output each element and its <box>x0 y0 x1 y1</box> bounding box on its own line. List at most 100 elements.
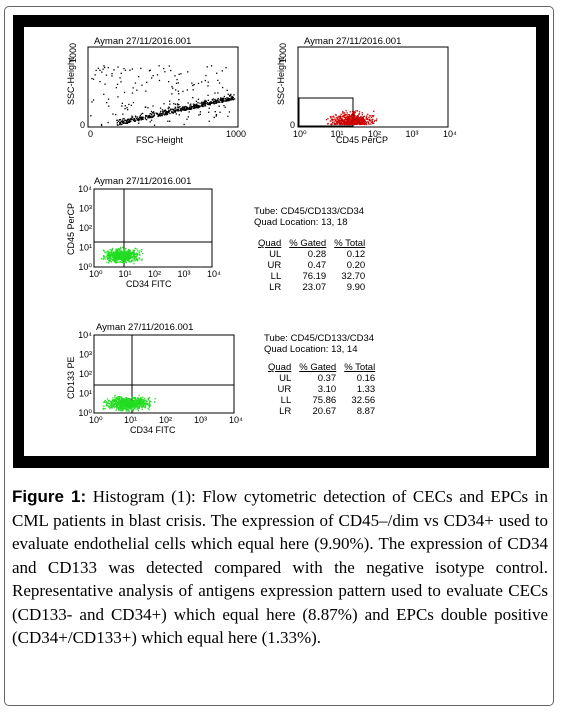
figure-inner: Ayman 27/11/2016.001 1000 SSC-Height 0 0… <box>24 27 536 456</box>
quadrant-table: Quad % Gated % Total UL 0.37 0.16 UR 3.10 1.… <box>264 362 379 417</box>
table-row: UR 0.47 0.20 <box>254 260 369 271</box>
y-tick: 10⁴ <box>78 330 92 340</box>
gated-cell: 0.47 <box>307 260 327 271</box>
quad-location: Quad Location: 13, 14 <box>264 344 358 355</box>
total-cell: 0.12 <box>346 249 366 260</box>
quadrant-stats: Tube: CD45/CD133/CD34 Quad Location: 13,… <box>254 206 369 293</box>
quad-cell: UL <box>279 373 292 384</box>
col-header: % Gated <box>299 362 337 373</box>
total-cell: 9.90 <box>346 282 366 293</box>
total-cell: 32.56 <box>351 395 376 406</box>
x-tick: 10¹ <box>119 269 132 279</box>
tube-label: Tube: CD45/CD133/CD34 <box>254 206 365 217</box>
quad-location: Quad Location: 13, 18 <box>254 217 348 228</box>
y-tick: 10¹ <box>79 243 92 253</box>
x-tick: 10⁴ <box>207 269 221 279</box>
y-axis-label: SSC-Height <box>66 57 76 105</box>
quad-cell: LR <box>269 282 282 293</box>
col-header: % Total <box>344 362 376 373</box>
col-header: Quad <box>268 362 292 373</box>
y-tick: 10¹ <box>79 389 92 399</box>
caption-label: Figure 1: <box>12 487 87 506</box>
table-row: LL 76.19 32.70 <box>254 271 369 282</box>
scatter-plot-cd45-ssc: Ayman 27/11/2016.001 1000 SSC-Height 0 1… <box>276 36 457 145</box>
quad-cell: LL <box>280 395 292 406</box>
x-tick: 10¹ <box>124 415 137 425</box>
x-tick: 10³ <box>194 415 207 425</box>
plot-header: Ayman 27/11/2016.001 <box>94 36 191 47</box>
x-axis-label: CD45 PerCP <box>336 135 388 145</box>
x-tick: 10³ <box>406 129 419 139</box>
y-tick: 10² <box>79 223 92 233</box>
x-tick: 10⁴ <box>443 129 457 139</box>
gated-cell: 75.86 <box>312 395 337 406</box>
total-cell: 0.16 <box>356 373 376 384</box>
x-tick: 10³ <box>178 269 191 279</box>
col-header: % Total <box>334 238 366 249</box>
tube-label: Tube: CD45/CD133/CD34 <box>264 333 375 344</box>
table-row: LR 23.07 9.90 <box>254 282 369 293</box>
y-tick: 0 <box>80 120 85 130</box>
y-tick-top: 1000 <box>68 43 78 63</box>
plot-header: Ayman 27/11/2016.001 <box>304 36 401 47</box>
scatter-points <box>90 65 236 127</box>
x-tick: 10⁰ <box>293 129 307 139</box>
table-row: UR 3.10 1.33 <box>264 384 379 395</box>
scatter-plot-fsc-ssc: Ayman 27/11/2016.001 1000 SSC-Height 0 0… <box>66 36 246 145</box>
quadrant-table: Quad % Gated % Total UL 0.28 0.12 UR 0.47 0.… <box>254 238 369 293</box>
gated-cell: 0.37 <box>317 373 337 384</box>
gated-cell: 76.19 <box>302 271 327 282</box>
x-tick: 0 <box>88 129 93 139</box>
scatter-plot-cd34-cd133: Ayman 27/11/2016.001 CD133 PE 10⁰ 10¹ 10² 1… <box>66 322 243 435</box>
y-axis-label: CD45 PerCP <box>66 203 76 255</box>
y-tick: 10² <box>79 369 92 379</box>
quad-cell: UR <box>277 384 292 395</box>
quad-cell: UR <box>267 260 282 271</box>
table-row: UL 0.28 0.12 <box>254 249 369 260</box>
scatter-points <box>325 110 378 126</box>
table-row: UL 0.37 0.16 <box>264 373 379 384</box>
y-tick: 10⁰ <box>78 408 92 418</box>
x-axis-label: CD34 FITC <box>126 279 172 289</box>
gated-cell: 23.07 <box>302 282 327 293</box>
x-tick: 10⁰ <box>89 269 103 279</box>
table-row: LR 20.67 8.87 <box>264 406 379 417</box>
quadrant-stats: Tube: CD45/CD133/CD34 Quad Location: 13,… <box>264 333 379 417</box>
x-tick: 10² <box>148 269 161 279</box>
caption-text: Histogram (1): Flow cytometric detection… <box>12 487 548 647</box>
x-tick: 10¹ <box>331 129 344 139</box>
y-tick: 10⁰ <box>78 262 92 272</box>
y-tick-top: 1000 <box>278 43 288 63</box>
y-axis-label: CD133 PE <box>66 356 76 399</box>
figure-caption: Figure 1: Histogram (1): Flow cytometric… <box>12 485 548 650</box>
x-tick: 10² <box>159 415 172 425</box>
y-tick: 10³ <box>79 204 92 214</box>
scatter-points <box>102 394 156 412</box>
y-tick: 10³ <box>79 350 92 360</box>
x-tick: 10² <box>368 129 381 139</box>
y-tick: 10⁴ <box>78 184 92 194</box>
x-tick: 10⁴ <box>229 415 243 425</box>
x-tick: 10⁰ <box>89 415 103 425</box>
scatter-plot-cd34-cd45: Ayman 27/11/2016.001 CD45 PerCP 10⁰ 10¹ 10… <box>66 176 221 289</box>
quad-cell: UL <box>269 249 282 260</box>
quad-cell: LR <box>279 406 292 417</box>
quad-cell: LL <box>270 271 282 282</box>
col-header: Quad <box>258 238 282 249</box>
x-axis-label: CD34 FITC <box>130 425 176 435</box>
total-cell: 32.70 <box>341 271 366 282</box>
plot-header: Ayman 27/11/2016.001 <box>96 322 193 333</box>
col-header: % Gated <box>289 238 327 249</box>
total-cell: 1.33 <box>356 384 376 395</box>
x-axis-label: FSC-Height <box>136 135 184 145</box>
gated-cell: 3.10 <box>317 384 337 395</box>
table-row: LL 75.86 32.56 <box>264 395 379 406</box>
y-tick: 0 <box>290 120 295 130</box>
scatter-points <box>101 246 144 265</box>
total-cell: 0.20 <box>346 260 366 271</box>
plot-header: Ayman 27/11/2016.001 <box>94 176 191 187</box>
total-cell: 8.87 <box>356 406 376 417</box>
x-tick: 1000 <box>226 129 246 139</box>
y-axis-label: SSC-Height <box>276 57 286 105</box>
gated-cell: 0.28 <box>307 249 327 260</box>
